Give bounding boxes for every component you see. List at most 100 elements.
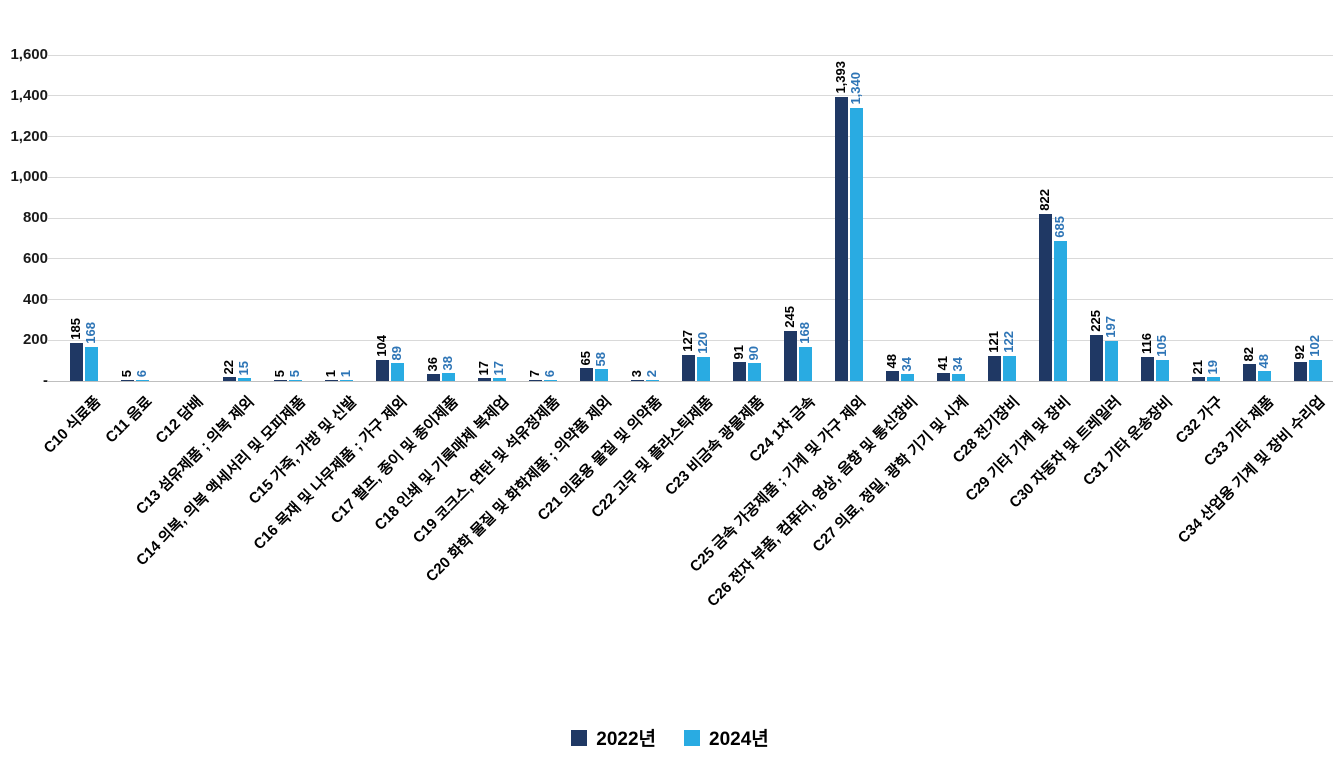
- value-label-2022-c17: 36: [425, 356, 440, 371]
- bar-2024-c15: [339, 380, 353, 381]
- value-label-2024-c23: 90: [746, 345, 761, 360]
- bar-2022-c19: [528, 380, 542, 381]
- gridline-600: [48, 258, 1333, 260]
- bar-2024-c24: [798, 347, 812, 381]
- value-label-2022-c22: 127: [680, 330, 695, 352]
- value-label-2022-c11: 5: [119, 369, 134, 377]
- x-label-c10: C10 식료품: [40, 393, 105, 457]
- bar-2024-c22: [696, 357, 710, 381]
- value-label-2022-c14: 5: [272, 369, 287, 377]
- x-label-c11: C11 음료: [102, 393, 156, 447]
- value-label-2024-c20: 58: [593, 351, 608, 366]
- value-label-2022-c30: 225: [1088, 310, 1103, 332]
- value-label-2022-c20: 65: [578, 350, 593, 365]
- value-label-2024-c25: 1,340: [848, 72, 863, 105]
- gridline-1,200: [48, 136, 1333, 137]
- bar-2024-c34: [1308, 360, 1322, 381]
- value-label-2022-c19: 7: [527, 369, 542, 377]
- bar-2024-c19: [543, 380, 557, 381]
- bar-2024-c32: [1206, 377, 1220, 381]
- legend-swatch-2022: [571, 729, 588, 746]
- bar-2022-c15: [324, 380, 338, 381]
- bar-2022-c16: [375, 360, 389, 381]
- bar-2022-c18: [477, 378, 491, 381]
- value-label-2022-c28: 121: [986, 331, 1001, 353]
- value-label-2022-c26: 48: [884, 353, 899, 368]
- bar-2022-c32: [1191, 377, 1205, 381]
- value-label-2022-c16: 104: [374, 335, 389, 357]
- value-label-2024-c28: 122: [1001, 331, 1016, 353]
- value-label-2022-c18: 17: [476, 360, 491, 375]
- value-label-2022-c31: 116: [1139, 333, 1154, 354]
- bar-2022-c13: [222, 377, 236, 381]
- bar-2022-c17: [426, 374, 440, 381]
- x-axis-line: [48, 380, 1333, 382]
- bar-2024-c29: [1053, 241, 1067, 381]
- value-label-2024-c26: 34: [899, 356, 914, 371]
- bar-2022-c11: [120, 380, 134, 381]
- bar-2024-c28: [1002, 356, 1016, 381]
- value-label-2022-c34: 92: [1292, 344, 1307, 359]
- bar-2024-c23: [747, 363, 761, 381]
- value-label-2024-c24: 168: [797, 322, 812, 344]
- legend-item-2024: 2024년: [684, 724, 769, 751]
- legend-item-2022: 2022년: [571, 724, 656, 751]
- bar-2024-c26: [900, 374, 914, 381]
- bar-2022-c26: [885, 371, 899, 381]
- bar-2022-c25: [834, 97, 848, 381]
- bar-2022-c14: [273, 380, 287, 381]
- bar-2022-c31: [1140, 357, 1154, 381]
- bar-2022-c22: [681, 355, 695, 381]
- value-label-2024-c11: 6: [134, 369, 149, 377]
- bar-2024-c18: [492, 378, 506, 381]
- y-tick-label-600: 600: [22, 249, 48, 267]
- y-tick-label-1,600: 1,600: [10, 46, 48, 63]
- bar-2024-c20: [594, 369, 608, 381]
- value-label-2022-c29: 822: [1037, 189, 1052, 211]
- value-label-2024-c22: 120: [695, 332, 710, 354]
- y-tick-label-400: 400: [22, 290, 48, 308]
- bar-2024-c25: [849, 108, 863, 381]
- bar-2024-c10: [84, 347, 98, 381]
- gridline-1,000: [48, 176, 1333, 178]
- value-label-2024-c32: 19: [1205, 359, 1220, 374]
- bar-2022-c24: [783, 331, 797, 381]
- bar-2022-c23: [732, 362, 746, 381]
- legend-label-2022: 2022년: [596, 729, 656, 750]
- value-label-2022-c10: 185: [68, 318, 83, 340]
- value-label-2022-c24: 245: [782, 306, 797, 328]
- bar-2022-c20: [579, 368, 593, 381]
- value-label-2024-c21: 2: [644, 369, 659, 377]
- bar-2022-c28: [987, 356, 1001, 381]
- value-label-2024-c10: 168: [83, 322, 98, 344]
- gridline-200: [48, 339, 1333, 341]
- bar-2024-c11: [135, 380, 149, 381]
- bar-2024-c16: [390, 363, 404, 381]
- value-label-2024-c30: 197: [1103, 316, 1118, 338]
- value-label-2024-c18: 17: [491, 360, 506, 375]
- y-tick-label-800: 800: [22, 209, 48, 226]
- value-label-2022-c15: 1: [323, 369, 338, 377]
- bar-2022-c27: [936, 373, 950, 381]
- value-label-2024-c19: 6: [542, 369, 557, 377]
- value-label-2024-c29: 685: [1052, 216, 1067, 238]
- legend-swatch-2024: [684, 729, 700, 746]
- value-label-2024-c14: 5: [287, 369, 302, 377]
- bar-2024-c30: [1104, 341, 1118, 381]
- value-label-2024-c31: 105: [1154, 335, 1169, 357]
- value-label-2024-c17: 38: [440, 355, 455, 370]
- value-label-2024-c33: 48: [1256, 353, 1271, 368]
- x-label-c20: C20 화학 물질 및 화학제품 ; 의약품 제외: [422, 393, 615, 586]
- value-label-2022-c25: 1,393: [833, 61, 848, 94]
- bar-2024-c17: [441, 373, 455, 381]
- bar-2024-c27: [951, 374, 965, 381]
- bar-2024-c21: [645, 380, 659, 381]
- value-label-2024-c15: 1: [338, 369, 353, 377]
- value-label-2024-c27: 34: [950, 356, 965, 371]
- y-tick-label--: -: [43, 372, 48, 389]
- value-label-2022-c27: 41: [935, 355, 950, 370]
- bar-2022-c29: [1038, 214, 1052, 381]
- value-label-2022-c32: 21: [1190, 359, 1205, 374]
